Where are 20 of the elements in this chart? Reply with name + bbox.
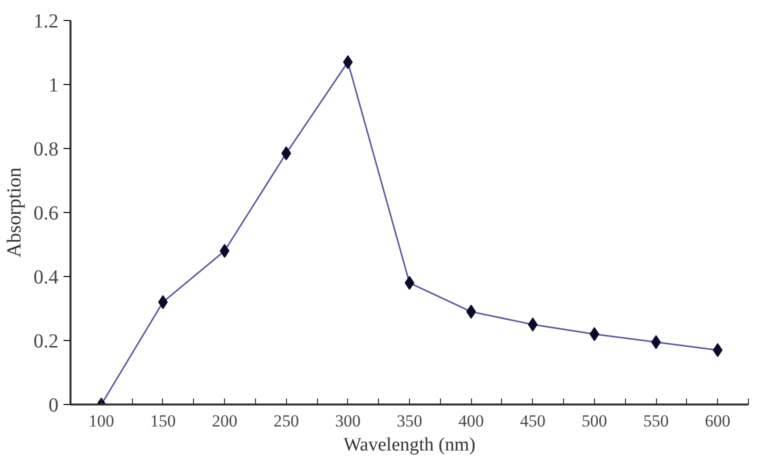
- y-axis-title: Absorption: [4, 168, 26, 258]
- x-tick-label: 300: [335, 412, 361, 430]
- x-tick-label: 100: [88, 412, 114, 430]
- x-axis-title: Wavelength (nm): [344, 434, 476, 456]
- y-tick-label: 1.2: [34, 10, 58, 32]
- x-tick-label: 500: [582, 412, 608, 430]
- x-tick-label: 250: [273, 412, 299, 430]
- x-tick-label: 400: [458, 412, 484, 430]
- x-tick-label: 350: [396, 412, 422, 430]
- x-tick-label: 450: [520, 412, 546, 430]
- x-tick-label: 600: [704, 412, 730, 430]
- y-tick-label: 1: [48, 74, 58, 96]
- x-tick-label: 150: [150, 412, 176, 430]
- y-tick-label: 0.4: [34, 266, 58, 288]
- y-tick-label: 0.8: [34, 138, 58, 160]
- y-tick-label: 0: [48, 394, 58, 416]
- x-tick-label: 200: [212, 412, 238, 430]
- y-tick-label: 0.2: [34, 330, 58, 352]
- x-tick-label: 550: [643, 412, 669, 430]
- y-tick-label: 0.6: [34, 202, 58, 224]
